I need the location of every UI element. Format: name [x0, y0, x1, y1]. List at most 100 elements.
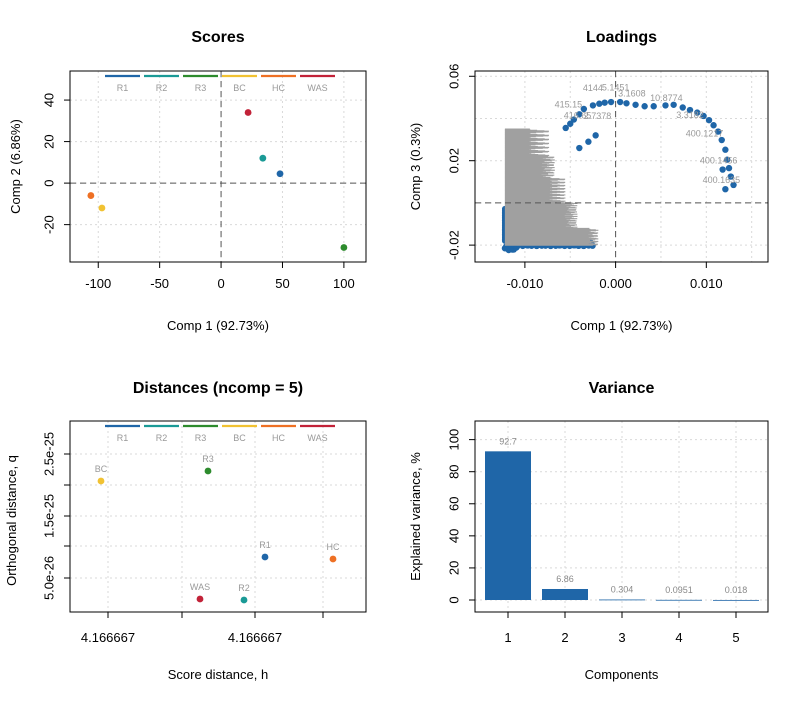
scores-legend-label-r1: R1 — [117, 83, 129, 93]
variance-bar-1 — [485, 451, 531, 600]
distances-legend-label-hc: HC — [272, 433, 285, 443]
distances-title: Distances (ncomp = 5) — [133, 380, 303, 397]
variance-xtick-label: 4 — [675, 630, 682, 645]
loadings-point — [694, 109, 701, 116]
scores-xlabel: Comp 1 (92.73%) — [167, 318, 269, 333]
variance-xtick-label: 3 — [618, 630, 625, 645]
loadings-point-label: 415.15 — [555, 99, 583, 109]
loadings-point — [718, 136, 725, 144]
loadings-point — [700, 112, 707, 120]
variance-bar-label: 6.86 — [556, 574, 574, 584]
variance-ytick-label: 60 — [446, 497, 461, 511]
scores-frame — [69, 70, 367, 263]
loadings-point — [576, 111, 583, 118]
loadings-point — [585, 138, 592, 145]
loadings-gray-mass — [504, 128, 599, 246]
variance-xlabel: Components — [585, 667, 659, 682]
distances-point-r3 — [204, 467, 212, 475]
variance-xtick-label: 2 — [561, 630, 568, 645]
loadings-point-label: 5.1451 — [602, 82, 630, 92]
loadings-point-label: 10.8774 — [650, 93, 683, 103]
loadings-ytick-label: 0.06 — [446, 64, 461, 89]
scores-ytick-label: -20 — [41, 215, 56, 234]
loadings-ylabel: Comp 3 (0.3%) — [408, 123, 423, 210]
distances-point-label: WAS — [190, 582, 210, 592]
loadings-point — [727, 173, 735, 180]
loadings-point — [623, 100, 630, 107]
scores-xtick-label: 100 — [333, 276, 355, 291]
scores-point-bc — [98, 204, 106, 212]
loadings-point — [730, 181, 737, 189]
variance-bar-4 — [656, 599, 702, 601]
loadings-point — [722, 185, 729, 193]
distances-xtick-label: 4.166667 — [81, 630, 135, 645]
loadings-xtick-label: 0.000 — [599, 276, 632, 291]
scores-ytick-label: 40 — [41, 93, 56, 107]
loadings-xtick-label: 0.010 — [690, 276, 723, 291]
variance-title: Variance — [589, 380, 655, 397]
variance-xtick-label: 1 — [504, 630, 511, 645]
distances-legend-label-r1: R1 — [117, 433, 129, 443]
loadings-point — [576, 144, 583, 152]
scores-ytick-label: 0 — [41, 179, 56, 186]
loadings-point — [670, 101, 677, 108]
distances-point-r2 — [240, 596, 248, 604]
loadings-point — [719, 166, 726, 173]
loadings-point-label: 400.1217 — [686, 128, 724, 138]
variance-bar-label: 92.7 — [499, 436, 517, 446]
variance-bar-3 — [599, 599, 645, 601]
distances-legend-label-was: WAS — [307, 433, 327, 443]
loadings-point-label: 416.65 — [564, 110, 592, 120]
loadings-point — [705, 116, 713, 124]
variance-ytick-label: 20 — [446, 561, 461, 575]
scores-ytick-label: 20 — [41, 134, 56, 148]
scores-point-hc — [87, 192, 95, 199]
variance-bar-label: 0.304 — [611, 585, 634, 595]
loadings-ytick-label: -0.02 — [446, 230, 461, 260]
loadings-point — [641, 103, 648, 110]
scores-legend-label-hc: HC — [272, 83, 285, 93]
distances-ytick-label: 5.0e-26 — [41, 556, 56, 600]
distances-xtick-label: 4.166667 — [228, 630, 282, 645]
scores-legend-label-bc: BC — [233, 83, 246, 93]
scores-xtick-label: 50 — [275, 276, 289, 291]
variance-ylabel: Explained variance, % — [408, 452, 423, 581]
scores-xtick-label: -100 — [85, 276, 111, 291]
loadings-point — [710, 122, 717, 129]
distances-xlabel: Score distance, h — [168, 667, 268, 682]
loadings-point — [723, 156, 731, 163]
variance-bar-2 — [542, 588, 588, 600]
loadings-point — [679, 104, 686, 111]
variance-xtick-label: 5 — [732, 630, 739, 645]
loadings-point — [570, 116, 578, 123]
loadings-point-label: 400.1456 — [700, 156, 738, 166]
distances-point-label: R3 — [202, 454, 214, 464]
loadings-point — [596, 100, 603, 107]
scores-point-r1 — [276, 170, 284, 178]
loadings-frame — [474, 70, 769, 263]
scores-point-was — [244, 109, 252, 116]
variance-ytick-label: 0 — [446, 596, 461, 603]
variance-bar-label: 0.0951 — [665, 585, 693, 595]
distances-legend-label-r3: R3 — [195, 433, 207, 443]
loadings-point — [607, 98, 615, 106]
loadings-point — [580, 105, 588, 113]
distances-point-was — [196, 595, 204, 603]
loadings-xtick-label: -0.010 — [506, 276, 543, 291]
scores-ylabel: Comp 2 (6.86%) — [8, 119, 23, 214]
loadings-point-label: 3.3182 — [676, 110, 704, 120]
scores-xtick-label: 0 — [217, 276, 224, 291]
scores-legend-label-was: WAS — [307, 83, 327, 93]
variance-bar-5 — [713, 599, 759, 601]
loadings-point — [567, 120, 574, 127]
loadings-point — [714, 128, 722, 135]
loadings-point — [601, 99, 608, 106]
loadings-point — [650, 103, 657, 110]
distances-legend-label-r2: R2 — [156, 433, 168, 443]
loadings-point-label: 2.7378 — [584, 111, 612, 121]
distances-point-label: BC — [95, 464, 108, 474]
variance-bar-label: 0.018 — [725, 585, 748, 595]
distances-point-label: R1 — [259, 540, 271, 550]
loadings-point — [589, 102, 597, 109]
